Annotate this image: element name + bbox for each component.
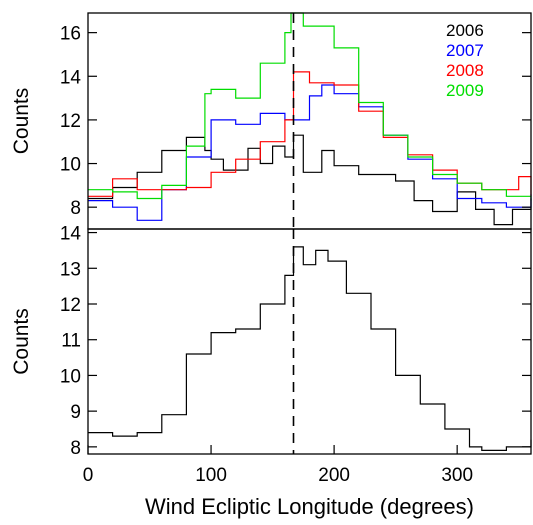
top-series-line-2006 [88,134,532,226]
bottom-series-line-profile [88,246,532,451]
bottom-y-tick-label: 8 [70,438,81,459]
bottom-y-tick-label: 14 [60,224,82,245]
top-y-tick-label: 12 [60,111,81,132]
x-tick-label: 200 [318,465,350,486]
x-axis-label: Wind Ecliptic Longitude (degrees) [145,494,474,519]
bottom-y-tick-label: 12 [60,295,81,316]
x-tick-label: 100 [195,465,227,486]
top-y-tick-label: 16 [60,24,81,45]
legend-entry-2006: 2006 [446,21,484,40]
bottom-y-tick-label: 13 [60,259,81,280]
bottom-series-layer [88,246,532,451]
top-y-tick-label: 10 [60,155,81,176]
bottom-y-tick-label: 10 [60,366,81,387]
bottom-y-axis-label: Counts [10,308,33,375]
x-tick-label: 300 [441,465,473,486]
bottom-panel: 8 9 10 11 12 13 14 0 100 200 300 Counts Wind Eclip… [10,224,532,519]
top-series-line-2007 [88,84,532,221]
legend-entry-2007: 2007 [446,41,484,60]
bottom-y-tick-label: 9 [70,402,81,423]
top-y-axis-label: Counts [10,88,33,155]
top-y-tick-label: 8 [70,198,81,219]
bottom-y-tick-label: 11 [61,331,81,352]
bottom-ticks: 8 9 10 11 12 13 14 0 100 200 300 [60,224,531,486]
legend-entry-2008: 2008 [446,61,484,80]
bottom-plot-frame [87,228,532,455]
legend-entry-2009: 2009 [446,81,484,100]
top-ticks: 8 10 12 14 16 [60,24,531,219]
x-tick-label: 0 [83,465,94,486]
top-y-tick-label: 14 [60,67,82,88]
